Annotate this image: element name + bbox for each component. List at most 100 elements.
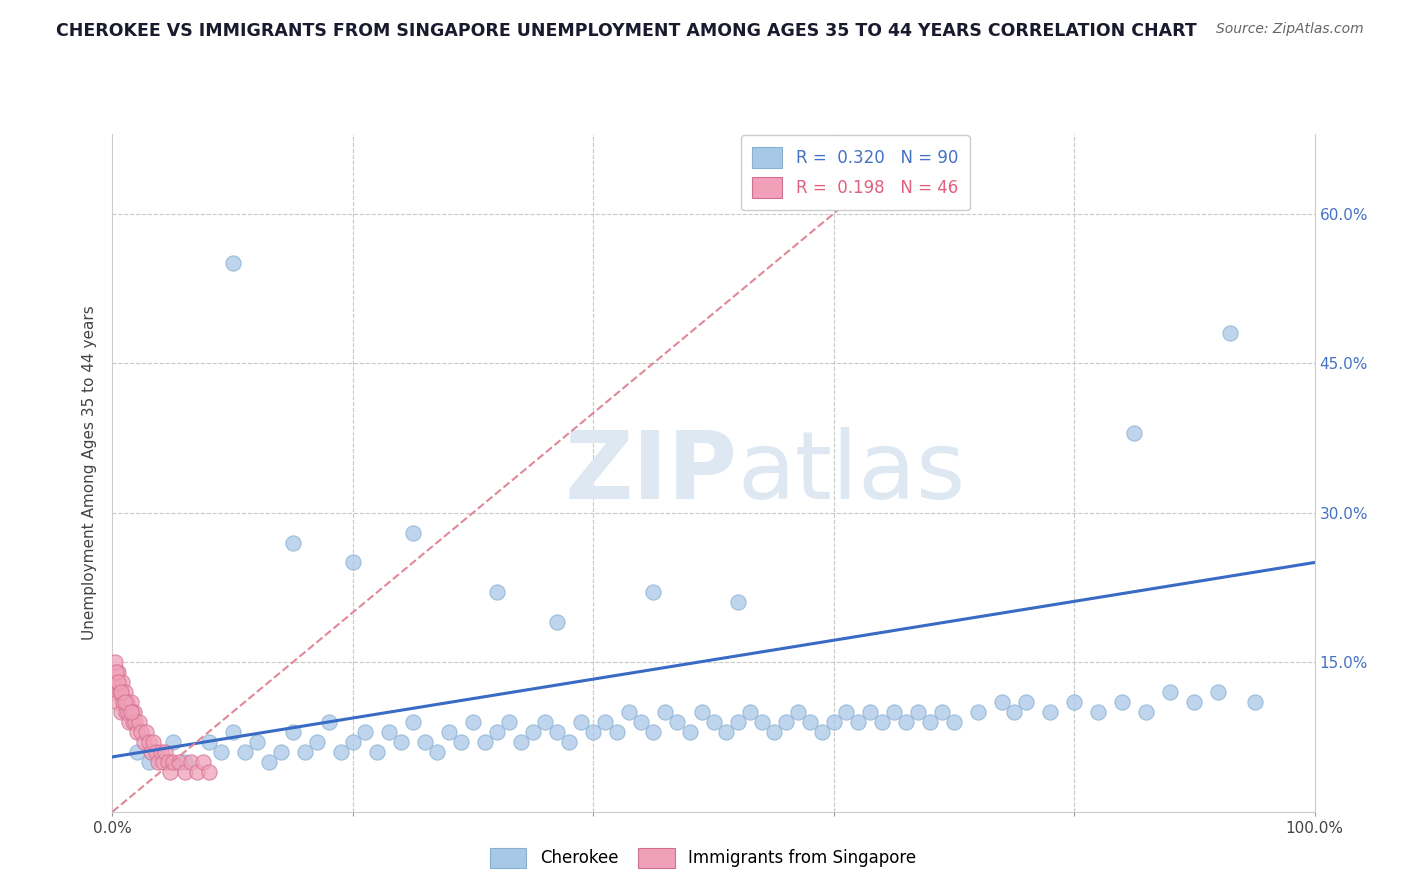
- Point: [110, 685, 132, 699]
- Point: [105, 695, 128, 709]
- Point: [870, 714, 893, 729]
- Point: [139, 745, 162, 759]
- Point: [112, 695, 135, 709]
- Point: [751, 714, 773, 729]
- Point: [727, 595, 749, 609]
- Point: [738, 705, 761, 719]
- Point: [486, 585, 509, 599]
- Point: [318, 714, 340, 729]
- Point: [107, 675, 129, 690]
- Point: [522, 725, 544, 739]
- Point: [197, 735, 219, 749]
- Point: [197, 764, 219, 779]
- Point: [942, 714, 965, 729]
- Text: CHEROKEE VS IMMIGRANTS FROM SINGAPORE UNEMPLOYMENT AMONG AGES 35 TO 44 YEARS COR: CHEROKEE VS IMMIGRANTS FROM SINGAPORE UN…: [56, 22, 1197, 40]
- Point: [162, 755, 184, 769]
- Point: [305, 735, 328, 749]
- Point: [666, 714, 689, 729]
- Point: [156, 755, 179, 769]
- Point: [461, 714, 484, 729]
- Point: [1002, 705, 1025, 719]
- Point: [426, 745, 449, 759]
- Point: [135, 725, 157, 739]
- Point: [107, 665, 129, 680]
- Point: [389, 735, 412, 749]
- Point: [233, 745, 256, 759]
- Point: [191, 755, 214, 769]
- Point: [1111, 695, 1133, 709]
- Point: [146, 755, 169, 769]
- Point: [180, 755, 202, 769]
- Point: [186, 764, 208, 779]
- Point: [270, 745, 292, 759]
- Point: [173, 764, 195, 779]
- Point: [510, 735, 533, 749]
- Point: [366, 745, 388, 759]
- Point: [859, 705, 882, 719]
- Point: [159, 764, 181, 779]
- Point: [1219, 326, 1241, 341]
- Point: [152, 755, 174, 769]
- Point: [595, 714, 617, 729]
- Point: [138, 755, 160, 769]
- Point: [643, 725, 665, 739]
- Point: [402, 525, 425, 540]
- Point: [1039, 705, 1062, 719]
- Point: [354, 725, 377, 739]
- Point: [1159, 685, 1181, 699]
- Point: [1087, 705, 1109, 719]
- Point: [294, 745, 316, 759]
- Point: [883, 705, 905, 719]
- Point: [450, 735, 472, 749]
- Point: [281, 535, 304, 549]
- Point: [122, 705, 145, 719]
- Legend: R =  0.320   N = 90, R =  0.198   N = 46: R = 0.320 N = 90, R = 0.198 N = 46: [741, 136, 970, 210]
- Point: [122, 714, 145, 729]
- Point: [558, 735, 581, 749]
- Point: [413, 735, 436, 749]
- Point: [1243, 695, 1265, 709]
- Point: [690, 705, 713, 719]
- Point: [582, 725, 605, 739]
- Point: [702, 714, 725, 729]
- Point: [1123, 425, 1146, 440]
- Text: ZIP: ZIP: [565, 426, 738, 519]
- Text: Source: ZipAtlas.com: Source: ZipAtlas.com: [1216, 22, 1364, 37]
- Point: [222, 256, 245, 270]
- Point: [846, 714, 869, 729]
- Point: [246, 735, 269, 749]
- Point: [105, 675, 128, 690]
- Point: [222, 725, 245, 739]
- Point: [799, 714, 821, 729]
- Point: [606, 725, 628, 739]
- Point: [678, 725, 700, 739]
- Point: [1063, 695, 1085, 709]
- Point: [654, 705, 676, 719]
- Point: [823, 714, 845, 729]
- Point: [131, 725, 153, 739]
- Point: [114, 705, 136, 719]
- Point: [111, 675, 134, 690]
- Point: [125, 745, 148, 759]
- Point: [546, 615, 568, 630]
- Point: [167, 755, 190, 769]
- Point: [534, 714, 557, 729]
- Point: [643, 585, 665, 599]
- Point: [114, 695, 136, 709]
- Point: [128, 714, 150, 729]
- Point: [967, 705, 990, 719]
- Point: [437, 725, 460, 739]
- Point: [402, 714, 425, 729]
- Point: [630, 714, 652, 729]
- Point: [108, 685, 131, 699]
- Point: [115, 695, 138, 709]
- Point: [125, 725, 148, 739]
- Point: [619, 705, 641, 719]
- Point: [342, 735, 364, 749]
- Point: [117, 705, 139, 719]
- Point: [931, 705, 953, 719]
- Legend: Cherokee, Immigrants from Singapore: Cherokee, Immigrants from Singapore: [484, 841, 922, 875]
- Point: [120, 695, 142, 709]
- Point: [1135, 705, 1157, 719]
- Point: [1184, 695, 1206, 709]
